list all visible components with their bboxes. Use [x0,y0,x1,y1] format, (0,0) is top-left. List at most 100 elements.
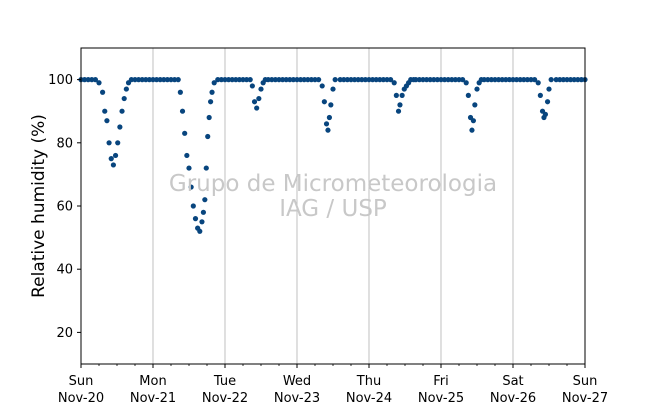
data-point [332,77,338,83]
data-point [203,165,209,171]
data-point [175,77,181,83]
data-point [413,77,419,83]
data-point [506,77,512,83]
data-point [352,77,358,83]
data-point [557,77,563,83]
y-tick-label: 20 [56,326,73,341]
data-point [395,108,402,114]
data-point [355,77,361,83]
data-point [240,77,246,83]
data-point [496,77,502,83]
x-tick-label-date: Nov-20 [58,391,104,406]
data-point [236,77,242,83]
data-point [325,127,331,133]
data-point [542,111,549,117]
data-point [298,77,304,83]
data-point [397,102,403,108]
data-point [330,86,336,92]
data-point [301,77,307,83]
data-point [182,130,188,136]
watermark-line-2: IAG / USP [279,196,387,222]
data-point [244,77,250,83]
x-tick-label-date: Nov-23 [274,391,320,406]
data-point [456,77,462,83]
data-point [571,77,577,83]
data-point [528,77,534,83]
data-point [316,77,322,83]
data-point [89,77,95,83]
data-points [78,77,588,234]
data-point [503,77,509,83]
watermark: Grupo de Micrometeorologia IAG / USP [169,171,497,222]
data-point [323,121,330,127]
data-point [132,77,138,83]
data-point [553,77,559,83]
data-point [380,77,386,83]
data-point [106,140,112,146]
data-point [560,77,567,83]
data-point [442,77,448,83]
data-point [128,77,134,83]
data-point [463,80,469,86]
x-tick-label-day: Tue [213,374,236,389]
x-tick-label-day: Wed [283,374,311,389]
data-point [96,80,102,86]
data-point [499,77,505,83]
data-point [177,89,183,95]
data-point [321,99,327,105]
data-point [229,77,235,83]
data-point [521,77,527,83]
data-point [206,114,212,121]
data-point [452,77,458,83]
data-point [115,140,121,146]
data-point [517,77,523,83]
data-point [136,77,142,83]
data-point [184,152,190,159]
data-point [139,77,145,83]
data-point [287,77,293,83]
y-tick-label: 40 [56,263,73,278]
data-point [92,77,98,83]
data-point [535,80,541,86]
data-point [431,77,437,83]
x-tick-label-date: Nov-26 [490,391,536,406]
data-point [168,77,174,83]
data-point [199,219,205,225]
grid-lines [152,48,514,364]
data-point [472,102,478,108]
data-point [445,77,451,83]
data-point [205,133,211,140]
data-point [157,77,163,83]
data-point [308,77,314,83]
data-point [164,77,170,83]
data-point [370,77,376,83]
data-point [226,77,232,83]
data-point [469,127,475,133]
y-axis-label: Relative humidity (%) [29,114,49,298]
data-point [388,77,394,83]
data-point [161,77,167,83]
x-tick-label-day: Sat [502,374,523,389]
data-point [449,77,455,83]
data-point [190,203,196,209]
watermark-line-1: Grupo de Micrometeorologia [169,171,497,197]
x-tick-label-date: Nov-21 [130,391,176,406]
data-point [146,77,152,83]
data-point [465,92,471,98]
data-point [337,77,343,83]
data-point [254,105,260,111]
data-point [319,83,325,89]
data-point [179,108,186,114]
x-tick-label-day: Mon [139,374,166,389]
y-tick-label: 60 [56,200,73,215]
data-point [258,86,264,92]
data-point [485,77,491,83]
data-point [548,77,554,83]
data-point [265,77,271,83]
data-point [564,77,570,83]
data-point [276,77,282,83]
data-point [434,77,440,83]
y-tick-label: 100 [48,73,73,88]
